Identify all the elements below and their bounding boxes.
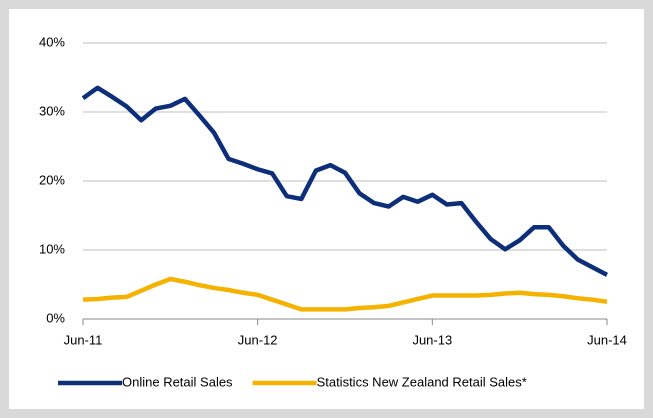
legend-label: Statistics New Zealand Retail Sales* xyxy=(317,374,527,389)
x-tick-label: Jun-13 xyxy=(412,332,452,347)
series-line xyxy=(82,276,608,312)
x-tick-label: Jun-12 xyxy=(238,332,278,347)
y-tick-label: 10% xyxy=(39,241,65,256)
legend-label: Online Retail Sales xyxy=(122,374,233,389)
y-tick-label: 0% xyxy=(46,310,65,325)
y-tick-label: 30% xyxy=(39,103,65,118)
y-tick-label: 40% xyxy=(39,34,65,49)
x-tick-label: Jun-11 xyxy=(64,332,103,347)
y-tick-label: 20% xyxy=(39,172,65,187)
series-line xyxy=(81,85,609,277)
x-tick-label: Jun-14 xyxy=(587,332,627,347)
